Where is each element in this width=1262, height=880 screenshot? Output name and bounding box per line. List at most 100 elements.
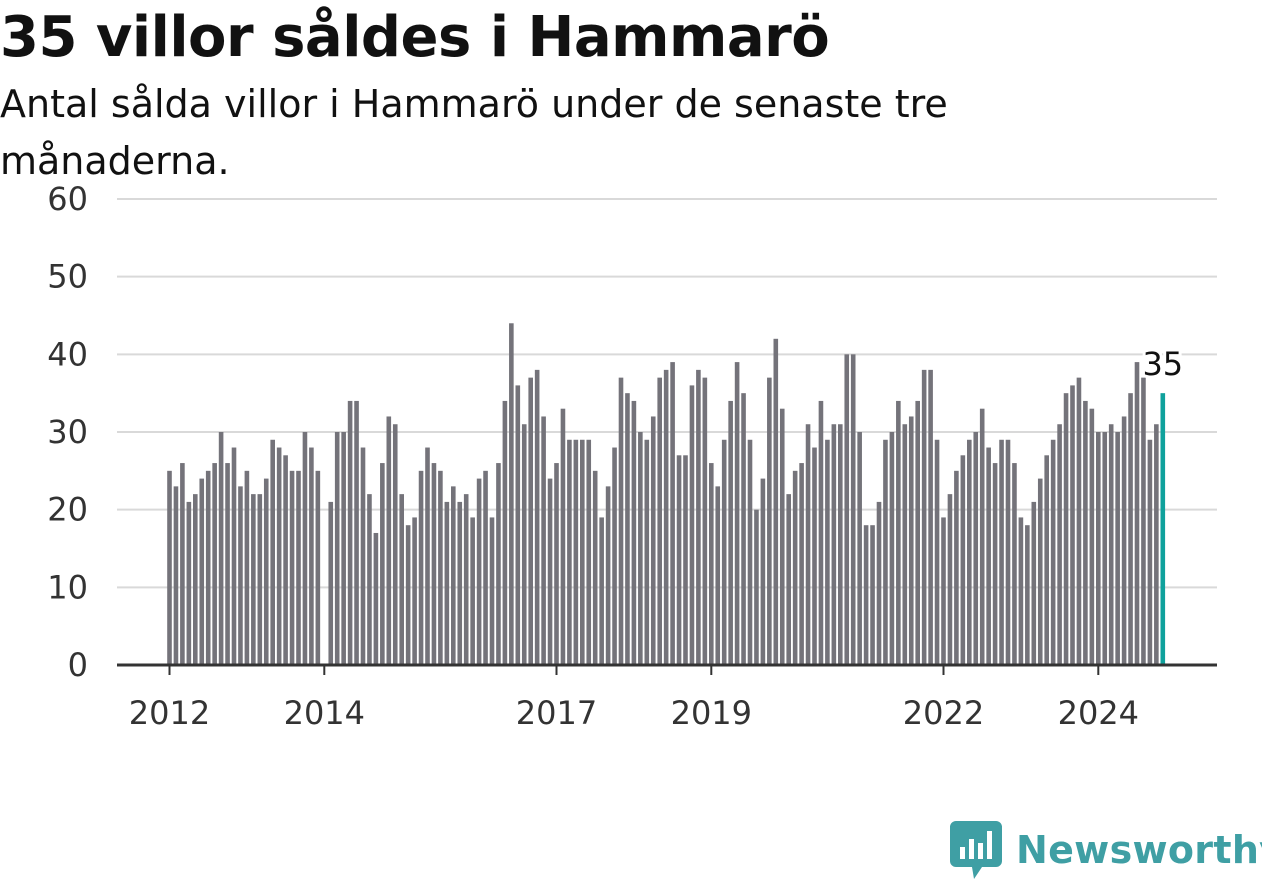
brand-name: Newsworthy: [1016, 828, 1262, 872]
bar: [728, 400, 733, 665]
bar: [631, 400, 637, 665]
bar: [528, 377, 533, 665]
bar: [992, 463, 998, 665]
bar: [902, 424, 908, 665]
bar: [270, 439, 275, 665]
bar: [573, 439, 579, 665]
bar: [341, 432, 346, 665]
bar: [1005, 439, 1011, 665]
bar: [967, 439, 972, 665]
bar: [844, 354, 850, 665]
bar: [347, 400, 353, 665]
bar: [193, 494, 198, 665]
bar: [509, 323, 514, 665]
bar: [199, 478, 205, 665]
bar: [644, 439, 650, 665]
bar: [850, 354, 856, 665]
bar: [1063, 393, 1069, 665]
bar: [328, 501, 334, 665]
bar: [354, 400, 359, 665]
bar: [547, 478, 553, 665]
y-tick-label: 0: [68, 646, 88, 684]
bar: [754, 509, 759, 665]
bar: [1044, 455, 1049, 665]
chart-subtitle: Antal sålda villor i Hammarö under de se…: [0, 82, 948, 183]
y-tick-label: 60: [47, 180, 88, 218]
bar: [554, 463, 559, 665]
bar: [412, 517, 417, 665]
bar: [825, 439, 830, 665]
bar: [392, 424, 398, 665]
bar: [367, 494, 372, 665]
bar: [1083, 400, 1088, 665]
bar: [960, 455, 966, 665]
bar: [502, 400, 508, 665]
bar: [908, 416, 914, 665]
bar: [812, 447, 817, 665]
bar: [747, 439, 753, 665]
bar: [1089, 408, 1095, 665]
bar: [296, 470, 301, 665]
bar-latest: [1160, 393, 1166, 665]
bar: [670, 362, 675, 665]
bar: [483, 470, 488, 665]
bar: [334, 432, 340, 665]
bar: [934, 439, 940, 665]
bar: [1108, 424, 1114, 665]
bar: [870, 525, 875, 665]
bar: [560, 408, 566, 665]
bar: [1070, 385, 1075, 665]
bar: [1025, 525, 1030, 665]
bar: [715, 486, 721, 665]
bar: [863, 525, 869, 665]
bar: [702, 377, 708, 665]
bar: [799, 463, 804, 665]
bar: [231, 447, 237, 665]
bar: [625, 393, 630, 665]
bar: [257, 494, 263, 665]
bar: [315, 470, 321, 665]
bar: [889, 432, 895, 665]
y-tick-label: 40: [47, 335, 88, 373]
bar: [612, 447, 617, 665]
bar: [205, 470, 211, 665]
bar: [463, 494, 469, 665]
chart-title: 35 villor såldes i Hammarö: [0, 5, 830, 70]
bar: [283, 455, 288, 665]
bar: [915, 400, 920, 665]
bar: [741, 393, 746, 665]
bar: [1096, 432, 1101, 665]
bar: [979, 408, 985, 665]
bar: [857, 432, 862, 665]
bar: [289, 470, 295, 665]
bar: [244, 470, 250, 665]
bar: [721, 439, 727, 665]
latest-value-label: 35: [1142, 345, 1183, 383]
bar: [173, 486, 179, 665]
bar: [496, 463, 501, 665]
bar: [618, 377, 624, 665]
bar: [180, 463, 185, 665]
bar: [1076, 377, 1082, 665]
bar: [696, 369, 701, 665]
bar: [586, 439, 592, 665]
bar: [779, 408, 785, 665]
axes: 0 10 20 30 40 50 60 2012 2014 2017 2019 2022 2024 35: [47, 180, 1217, 732]
bar: [734, 362, 740, 665]
bar: [599, 517, 604, 665]
bar: [986, 447, 991, 665]
bar: [212, 463, 217, 665]
bar: [238, 486, 243, 665]
y-tick-label: 20: [47, 491, 88, 529]
x-tick-label: 2024: [1058, 694, 1139, 732]
bar: [1012, 463, 1017, 665]
bar: [709, 463, 714, 665]
bar: [999, 439, 1004, 665]
bar: [386, 416, 392, 665]
bar: [476, 478, 482, 665]
bar: [831, 424, 837, 665]
bar: [444, 501, 450, 665]
bar: [1050, 439, 1056, 665]
bar: [373, 532, 379, 665]
x-tick-label: 2014: [284, 694, 365, 732]
